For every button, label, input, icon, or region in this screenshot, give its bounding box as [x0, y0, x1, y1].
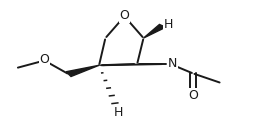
Text: O: O — [188, 89, 198, 102]
Text: H: H — [164, 18, 173, 31]
Text: O: O — [120, 9, 129, 22]
Text: N: N — [168, 57, 177, 70]
Text: H: H — [114, 106, 123, 119]
Text: O: O — [40, 53, 49, 66]
Polygon shape — [144, 24, 166, 38]
Polygon shape — [66, 65, 99, 77]
